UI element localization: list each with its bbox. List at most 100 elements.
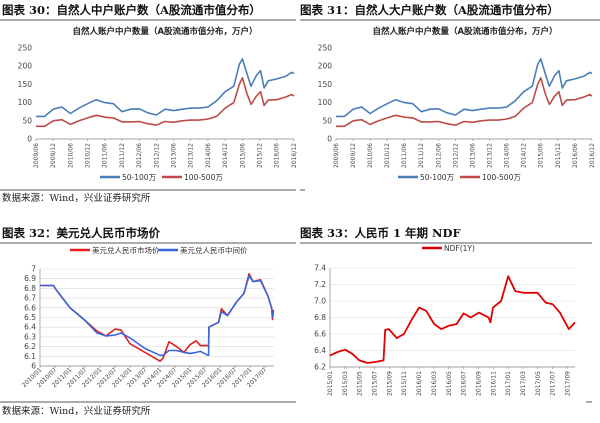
chart-31-plot: 0 50 100 150 200 250 2009/06 2009/12 2010/06 2010…	[318, 44, 596, 183]
x-tick-label: 2016/12	[589, 143, 596, 168]
x-tick-label: 2016/01	[416, 371, 423, 396]
y-tick-label: 6.7	[24, 294, 36, 303]
x-tick-label: 2009/06	[333, 143, 340, 168]
y-tick-label: 0	[327, 135, 332, 144]
y-tick-label: 6.8	[24, 284, 36, 293]
y-tick-label: 6.5	[24, 313, 36, 322]
x-tick-label: 2017/01	[505, 371, 512, 396]
x-tick-label: 2014/06	[504, 143, 511, 168]
y-tick-label: 7.4	[314, 264, 326, 273]
y-tick-label: 6.8	[314, 313, 326, 322]
y-tick-label: 6.6	[314, 330, 326, 339]
x-tick-label: 2011/06	[401, 143, 408, 168]
y-tick-label: 50	[322, 116, 332, 125]
series-line-2	[336, 77, 593, 128]
y-tick-label: 6.2	[24, 342, 36, 351]
x-tick-label: 2016/11	[490, 371, 497, 396]
chart-32-plot: 66.16.26.36.46.56.66.76.86.972010/012010…	[21, 245, 275, 389]
x-tick-label: 2013/12	[188, 143, 195, 168]
legend-label: 100-500万	[482, 173, 521, 182]
x-tick-label: 2014/06	[205, 143, 212, 168]
y-tick-label: 250	[18, 44, 33, 53]
series-line-2	[40, 274, 275, 357]
series-line-1	[329, 275, 576, 364]
x-tick-label: 2016/03	[431, 371, 438, 396]
x-tick-label: 2009/12	[350, 143, 357, 168]
x-tick-label: 2010/06	[67, 143, 74, 168]
y-tick-label: 6.3	[24, 332, 36, 341]
y-tick-label: 150	[18, 80, 33, 89]
x-tick-label: 2016/06	[572, 143, 579, 168]
x-tick-label: 2011/06	[102, 143, 109, 168]
x-tick-label: 2014/12	[521, 143, 528, 168]
y-tick-label: 100	[318, 98, 333, 107]
x-tick-label: 2009/12	[50, 143, 57, 168]
chart-30: 图表 30：自然人中户账户数（A股流通市值分布） 自然人账户中户数量（A股流通市…	[0, 3, 298, 182]
x-tick-label: 2015/06	[538, 143, 545, 168]
y-tick-label: 50	[22, 116, 32, 125]
y-tick-label: 6.2	[314, 363, 326, 372]
x-tick-label: 2012/06	[435, 143, 442, 168]
y-tick-label: 6.4	[314, 346, 326, 355]
x-tick-label: 2016/06	[274, 143, 281, 168]
chart-30-title: 图表 30：自然人中户账户数（A股流通市值分布）	[2, 3, 261, 17]
chart-33-title: 图表 33：人民币 1 年期 NDF	[300, 226, 462, 240]
x-tick-label: 2013/12	[486, 143, 493, 168]
legend-label: 50-100万	[420, 173, 455, 182]
x-tick-label: 2017/05	[535, 371, 542, 396]
chart-30-subtitle: 自然人账户中户数量（A股流通市值分布，万户）	[72, 26, 257, 37]
chart-32: 图表 32：美元兑人民币市场价 66.16.26.36.46.56.66.76.…	[0, 226, 296, 389]
x-tick-label: 2017/07	[550, 371, 557, 396]
legend-label: NDF(1Y)	[444, 244, 475, 253]
legend-label: 美元兑人民币中间价	[180, 245, 248, 255]
x-tick-label: 2016/12	[291, 143, 298, 168]
x-tick-label: 2015/12	[555, 143, 562, 168]
legend-label: 50-100万	[122, 173, 157, 182]
y-tick-label: 200	[318, 62, 333, 71]
y-tick-label: 100	[18, 98, 33, 107]
legend-label: 美元兑人民币市场价	[92, 245, 160, 255]
y-tick-label: 150	[318, 80, 333, 89]
y-tick-label: 6.4	[24, 323, 36, 332]
x-tick-label: 2010/06	[367, 143, 374, 168]
y-tick-label: 7.2	[314, 280, 326, 289]
series-line-2	[36, 77, 295, 128]
chart-33-plot: 6.2 6.4 6.6 6.8 7.0 7.2 7.4 2015/01 2015/03 2015/…	[314, 244, 576, 396]
y-tick-label: 0	[27, 135, 32, 144]
x-tick-label: 2015/11	[401, 371, 408, 396]
x-tick-label: 2015/06	[239, 143, 246, 168]
x-tick-label: 2016/05	[446, 371, 453, 396]
chart-33: 图表 33：人民币 1 年期 NDF 6.2 6.4 6.6 6.8 7.0 7.2 7.4…	[300, 226, 592, 396]
x-tick-label: 2017/03	[520, 371, 527, 396]
y-tick-label: 6.9	[24, 274, 36, 283]
chart-30-plot: 0 50 100 150 200 250 2009/06 2009/12 2010/06 2010…	[18, 44, 298, 183]
source-note-top: 数据来源：Wind，兴业证券研究所	[2, 192, 151, 204]
x-tick-label: 2017/09	[565, 371, 572, 396]
x-tick-label: 2016/07	[461, 371, 468, 396]
y-tick-label: 7	[31, 265, 36, 274]
x-tick-label: 2015/09	[386, 371, 393, 396]
chart-31: 图表 31：自然人大户账户数（A股流通市值分布） 自然人账户中户数量（A股流通市…	[300, 3, 600, 182]
x-tick-label: 2011/12	[418, 143, 425, 168]
x-tick-label: 2012/12	[153, 143, 160, 168]
legend-label: 100-500万	[184, 173, 223, 182]
x-tick-label: 2013/06	[469, 143, 476, 168]
x-tick-label: 2015/01	[327, 371, 334, 396]
x-tick-label: 2014/12	[222, 143, 229, 168]
x-tick-label: 2012/06	[136, 143, 143, 168]
chart-31-title: 图表 31：自然人大户账户数（A股流通市值分布）	[300, 3, 559, 17]
x-tick-label: 2010/12	[384, 143, 391, 168]
y-tick-label: 6	[31, 362, 36, 371]
series-line-1	[36, 58, 295, 118]
x-tick-label: 2015/03	[342, 371, 349, 396]
chart-31-subtitle: 自然人账户中户数量（A股流通市值分布，万户）	[372, 26, 557, 37]
x-tick-label: 2010/12	[84, 143, 91, 168]
y-tick-label: 6.6	[24, 303, 36, 312]
x-tick-label: 2011/12	[119, 143, 126, 168]
x-tick-label: 2016/09	[475, 371, 482, 396]
y-tick-label: 6.1	[24, 352, 36, 361]
source-note-bottom: 数据来源：Wind，兴业证券研究所	[2, 405, 151, 417]
x-tick-label: 2009/06	[33, 143, 40, 168]
